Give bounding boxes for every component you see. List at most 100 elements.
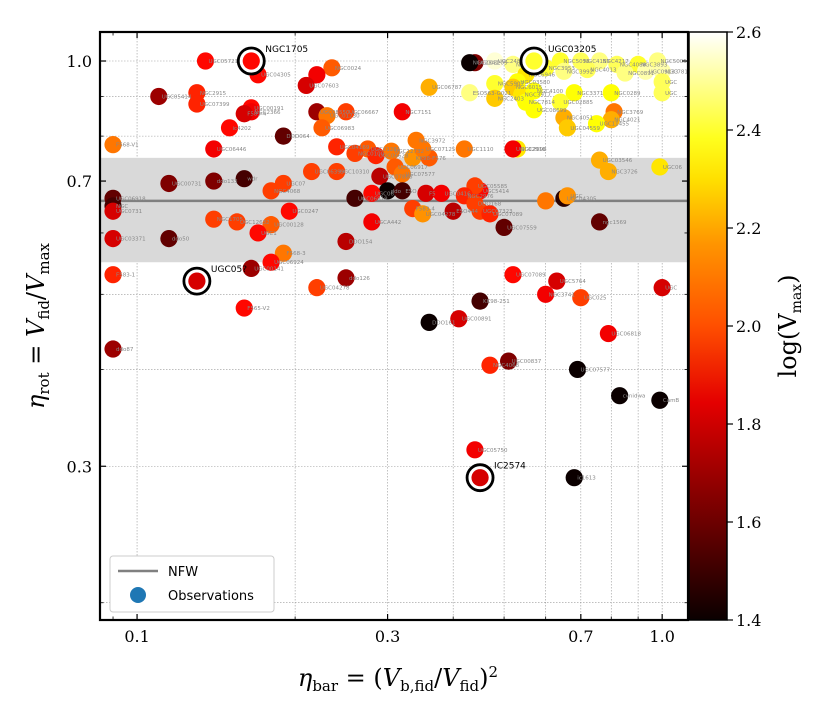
data-point-label: NGC0024: [335, 66, 362, 72]
data-point: [235, 105, 253, 123]
x-tick-label: 0.1: [124, 627, 149, 646]
data-point-label: ddo126: [349, 276, 370, 282]
data-point-label: F576: [432, 156, 446, 162]
data-point-label: UGC11455: [600, 122, 630, 128]
data-point: [504, 266, 522, 284]
data-point: [590, 52, 609, 70]
data-point: [466, 441, 484, 459]
data-point: [346, 189, 364, 207]
data-point: [558, 187, 576, 205]
data-point: [205, 140, 223, 158]
data-point: [565, 469, 583, 487]
data-point-label: UGC: [665, 286, 677, 292]
data-point-label: UGC07577: [405, 172, 435, 178]
data-point-label: UGC05721: [208, 59, 238, 65]
data-point-label: UGC04278: [320, 286, 350, 292]
data-point-label: NGC2998: [520, 147, 547, 153]
data-point: [262, 182, 280, 200]
data-point-label: UGC: [665, 80, 677, 86]
data-point-label: NGC2841: [473, 61, 499, 67]
data-point-label: DDO161: [432, 320, 455, 326]
highlight-point: [471, 469, 489, 487]
data-point-label: ddo50: [172, 237, 190, 243]
data-point-label: UGC07: [286, 181, 306, 187]
y-axis-title: ηrot = Vfid/Vmax: [22, 242, 53, 409]
data-point: [565, 84, 583, 102]
legend-observations-swatch: [130, 587, 146, 603]
data-point-label: UGC0731: [116, 209, 142, 215]
data-point: [337, 232, 355, 251]
data-point-label: UGC08699: [537, 108, 567, 114]
data-point: [104, 136, 122, 154]
data-point-label: UGC1: [261, 231, 277, 237]
colorbar-tick-label: 1.8: [736, 415, 761, 434]
data-point-label: F583-4: [416, 207, 436, 213]
data-point: [378, 182, 397, 200]
data-point-label: ngc1569: [603, 220, 627, 226]
data-point-label: NGC4068: [274, 189, 301, 195]
data-point-label: NGC7814: [529, 100, 556, 106]
data-point-label: UGC2487: [498, 59, 525, 65]
data-point: [653, 84, 671, 102]
colorbar-ticks: 1.4 1.6 1.8 2.0 2.2 2.4 2.6: [727, 23, 761, 630]
data-point-label: NGC4157: [584, 59, 611, 65]
data-point-label: NGC1705: [217, 217, 244, 223]
data-point: [637, 62, 655, 80]
data-point: [455, 140, 473, 158]
data-point-label: NGC6946: [529, 73, 556, 79]
data-point: [504, 55, 522, 73]
data-point-label: ESO: [405, 189, 417, 195]
data-point: [572, 289, 590, 307]
data-point-label: UGC04278: [426, 212, 456, 218]
data-point-label: UGC07577: [581, 367, 611, 373]
data-point-label: NGC2915: [200, 91, 227, 97]
data-point: [461, 54, 479, 72]
data-point-label: ddo87: [116, 347, 134, 353]
data-point: [205, 172, 223, 190]
y-tick-label: 0.7: [67, 172, 92, 191]
data-point: [587, 115, 606, 133]
data-point: [328, 138, 346, 156]
data-point: [297, 76, 315, 95]
data-point-label: UGC: [665, 91, 677, 97]
data-point: [495, 218, 513, 236]
highlight-point: [242, 52, 260, 70]
highlight-label: IC2574: [494, 462, 526, 472]
data-point: [363, 184, 381, 202]
colorbar-tick-label: 2.2: [736, 219, 761, 238]
colorbar-tick-label: 2.4: [736, 121, 761, 140]
data-point: [104, 266, 122, 284]
colorbar-tick-label: 1.4: [736, 611, 761, 630]
data-point-label: UGC06446: [217, 147, 247, 153]
highlight-point: [525, 52, 543, 70]
highlight-layer: NGC1705 UGC03205 UGC05? IC2574: [182, 45, 596, 493]
data-point-label: UGC01230: [330, 114, 360, 120]
data-point-label: UGC07089: [516, 273, 546, 279]
data-point-label: KK98-251: [483, 299, 510, 305]
data-point: [242, 259, 260, 278]
data-point: [461, 84, 479, 102]
data-point-label: UGC00731: [172, 181, 202, 187]
data-point-label: UGC12732: [394, 149, 424, 155]
data-point: [205, 210, 223, 228]
data-point-label: UGC05414: [162, 94, 192, 100]
data-point: [235, 170, 253, 188]
data-point-label: UGC05750: [478, 448, 508, 454]
data-point: [486, 89, 504, 107]
data-point: [393, 165, 411, 183]
data-point-label: NGC7151: [405, 110, 431, 116]
data-point: [417, 184, 435, 202]
points-layer: [104, 52, 671, 487]
data-point-label: NGC2366: [254, 110, 281, 116]
data-point-label: CamB: [663, 398, 680, 404]
data-point-label: NGC0289: [614, 91, 641, 97]
highlight-label: NGC1705: [265, 45, 308, 55]
plot-frame: [98, 30, 690, 622]
data-point-label: F583-1: [116, 273, 135, 279]
highlight-label: UGC03205: [548, 45, 596, 55]
data-point-label: UGC03546: [603, 158, 633, 164]
data-point-label: UGC00891: [462, 317, 492, 323]
colorbar-tick-label: 2.6: [736, 23, 761, 42]
data-point-label: NGC0891: [628, 71, 654, 77]
data-point: [280, 202, 298, 220]
